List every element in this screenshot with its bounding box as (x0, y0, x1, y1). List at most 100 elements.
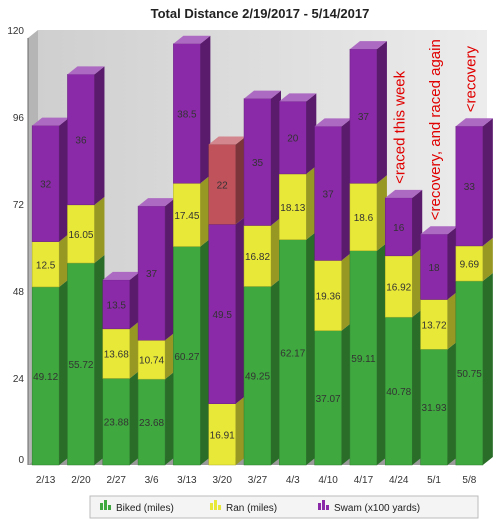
bar-segment-side (482, 273, 493, 465)
legend-item: Ran (miles) (210, 500, 277, 514)
legend-swatch-bar (104, 500, 107, 510)
y-tick-label: 96 (13, 113, 25, 124)
x-tick-label: 2/20 (71, 475, 91, 486)
bar-segment-side (94, 196, 105, 264)
data-label: 18 (428, 263, 440, 274)
bar-segment-side (129, 271, 140, 329)
bar-segment (384, 247, 423, 318)
legend-swatch-bar (100, 503, 103, 510)
bar-stack (314, 118, 352, 466)
data-label: 50.75 (457, 369, 482, 380)
bar-segment-side (482, 118, 493, 246)
data-label: 32 (40, 180, 52, 191)
bar-segment-side (59, 117, 70, 242)
bar-segment-front (208, 224, 236, 404)
bar-segment-front (67, 74, 95, 206)
bar-segment-side (306, 231, 317, 465)
bar-segment (279, 165, 317, 240)
bar-segment (420, 341, 458, 466)
bar-segment-front (349, 250, 378, 466)
legend-swatch-bar (318, 503, 321, 510)
bar-top-face (173, 35, 211, 44)
bar-segment-front (349, 183, 378, 251)
bar-segment-side (447, 291, 458, 350)
annotation-text: <recovery, and raced again (427, 39, 444, 220)
data-label: 13.68 (104, 350, 129, 361)
data-label: 16.05 (68, 230, 93, 241)
data-label: 23.68 (139, 418, 164, 429)
y-tick-label: 48 (13, 287, 25, 298)
bar-segment (243, 278, 281, 466)
legend-swatch-bar (108, 505, 111, 510)
bar-segment-side (447, 226, 458, 300)
data-label: 16.82 (245, 252, 270, 263)
bar-top-face (102, 271, 140, 280)
bar-segment (31, 233, 70, 288)
bar-segment (279, 93, 317, 175)
x-tick-label: 2/27 (107, 475, 127, 486)
bar-segment-side (306, 93, 317, 174)
data-label: 22 (217, 180, 229, 191)
data-label: 38.5 (177, 109, 197, 120)
bars (31, 35, 493, 466)
bar-segment-side (376, 175, 387, 251)
bar-segment (208, 395, 246, 466)
data-label: 49.12 (33, 372, 58, 383)
annotations: <raced this week <recovery, and raced aga… (392, 39, 480, 220)
bar-segment-front (279, 173, 307, 240)
bar-segment-side (200, 238, 211, 465)
bar-segment-side (59, 233, 70, 287)
data-label: 12.5 (36, 260, 56, 271)
bar-segment-front (137, 339, 166, 380)
x-tick-label: 3/13 (177, 475, 197, 486)
bar-segment (384, 309, 423, 466)
bar-segment-side (271, 278, 281, 465)
data-label: 17.45 (174, 211, 199, 222)
bar-segment-side (341, 322, 352, 465)
bar-segment-front (384, 197, 413, 257)
bar-top-face (314, 118, 352, 127)
bar-segment-side (94, 255, 105, 465)
bar-top-face (138, 198, 176, 207)
bar-stack (420, 226, 458, 466)
bar-segment (349, 175, 387, 251)
bar-top-face (420, 226, 458, 235)
data-label: 16.92 (386, 283, 411, 294)
bar-top-face (32, 117, 70, 126)
bar-segment-side (200, 175, 211, 247)
bar-segment-side (165, 371, 176, 465)
bar-segment-front (173, 246, 201, 466)
x-tick-label: 5/8 (462, 475, 476, 486)
bar-segment-side (376, 41, 387, 184)
data-label: 23.88 (104, 418, 129, 429)
bar-segment-side (165, 332, 176, 380)
legend-swatch-bar (214, 500, 217, 510)
bar-segment-front (314, 126, 342, 261)
bar-segment (243, 90, 281, 226)
bar-segment-front (173, 183, 201, 247)
bar-top-face (455, 118, 493, 127)
bar-segment (137, 332, 176, 380)
bar-segment (314, 252, 352, 331)
data-label: 13.5 (107, 300, 127, 311)
data-label: 37 (358, 112, 370, 123)
legend-swatch-bar (210, 503, 213, 510)
data-label: 16.91 (210, 430, 235, 441)
data-label: 19.36 (316, 292, 341, 303)
legend-label: Ran (miles) (226, 503, 277, 514)
bar-stack (137, 198, 176, 466)
x-tick-label: 3/6 (145, 475, 159, 486)
data-label: 40.78 (386, 387, 411, 398)
legend-box (89, 495, 479, 519)
data-label: 13.72 (422, 320, 447, 331)
bar-segment (31, 117, 70, 242)
x-tick-label: 2/13 (36, 475, 56, 486)
bar-segment-front (102, 279, 131, 330)
bar-segment-side (412, 189, 423, 256)
data-label: 37 (146, 269, 158, 280)
y-tick-label: 120 (7, 26, 24, 37)
bar-top-face (349, 41, 387, 50)
bar-top-face (244, 90, 281, 99)
bar-segment (314, 322, 352, 466)
data-label: 20 (287, 134, 299, 145)
